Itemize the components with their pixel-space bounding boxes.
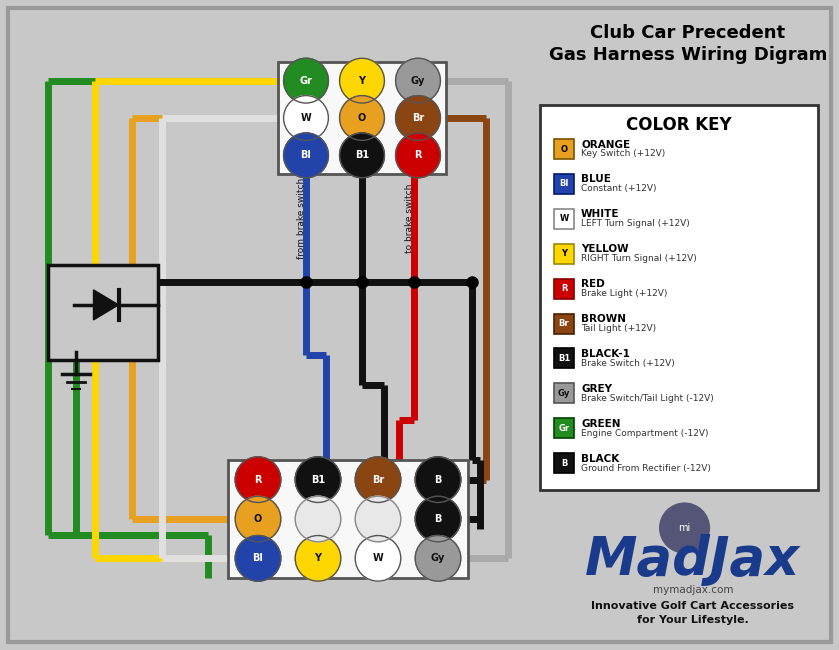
Text: B: B [560, 459, 567, 467]
Text: RIGHT Turn Signal (+12V): RIGHT Turn Signal (+12V) [581, 254, 696, 263]
Circle shape [396, 96, 440, 140]
Text: Tail Light (+12V): Tail Light (+12V) [581, 324, 656, 333]
Circle shape [284, 96, 328, 140]
Circle shape [340, 96, 384, 140]
Circle shape [340, 133, 384, 177]
Circle shape [355, 536, 401, 581]
Text: R: R [254, 474, 262, 485]
Text: Bl: Bl [300, 150, 311, 161]
Text: WHITE: WHITE [581, 209, 619, 220]
Text: BROWN: BROWN [581, 314, 626, 324]
Bar [48, 265, 158, 360]
Text: B1: B1 [311, 474, 325, 485]
Text: GREEN: GREEN [581, 419, 621, 429]
Text: mymadjax.com: mymadjax.com [653, 585, 733, 595]
Circle shape [235, 457, 281, 502]
Text: for Your Lifestyle.: for Your Lifestyle. [637, 615, 748, 625]
Text: Brake Switch/Tail Light (-12V): Brake Switch/Tail Light (-12V) [581, 394, 714, 403]
Text: Gy: Gy [430, 553, 446, 564]
Text: Bl: Bl [560, 179, 569, 188]
Circle shape [235, 536, 281, 581]
Text: Brake Light (+12V): Brake Light (+12V) [581, 289, 667, 298]
Text: Gr: Gr [300, 75, 312, 86]
Polygon shape [93, 290, 118, 320]
Bar [554, 384, 574, 403]
Text: Club Car Precedent: Club Car Precedent [591, 24, 785, 42]
Bar [554, 453, 574, 473]
Text: MadJax: MadJax [586, 534, 800, 586]
Text: Gy: Gy [411, 75, 425, 86]
Circle shape [355, 457, 401, 502]
Text: R: R [414, 150, 422, 161]
Text: LEFT Turn Signal (+12V): LEFT Turn Signal (+12V) [581, 219, 690, 228]
Text: Innovative Golf Cart Accessories: Innovative Golf Cart Accessories [591, 601, 795, 611]
Text: from brake switch: from brake switch [296, 178, 305, 259]
Text: Gr: Gr [559, 424, 570, 433]
Bar [554, 174, 574, 194]
Bar [554, 139, 574, 159]
Text: BLUE: BLUE [581, 174, 611, 185]
Circle shape [235, 496, 281, 542]
Text: COLOR KEY: COLOR KEY [626, 116, 732, 134]
Circle shape [284, 58, 328, 103]
Circle shape [396, 133, 440, 177]
Bar [228, 460, 468, 578]
Circle shape [284, 133, 328, 177]
Bar [554, 209, 574, 229]
Text: Br: Br [412, 113, 425, 123]
Bar [554, 313, 574, 333]
Text: B1: B1 [355, 150, 369, 161]
Text: B: B [435, 474, 441, 485]
Text: Gy: Gy [558, 389, 571, 398]
Text: B1: B1 [558, 354, 571, 363]
Bar [540, 498, 818, 633]
Text: Ground From Rectifier (-12V): Ground From Rectifier (-12V) [581, 463, 711, 473]
Circle shape [295, 457, 341, 502]
Text: W: W [560, 214, 569, 224]
Text: W: W [373, 553, 383, 564]
Text: BLACK-1: BLACK-1 [581, 349, 630, 359]
Text: W: W [300, 113, 311, 123]
Text: Y: Y [358, 75, 366, 86]
Text: Br: Br [372, 474, 384, 485]
Bar [554, 279, 574, 298]
Circle shape [396, 58, 440, 103]
Text: Constant (+12V): Constant (+12V) [581, 185, 656, 194]
Circle shape [415, 496, 461, 542]
Text: BLACK: BLACK [581, 454, 619, 463]
Text: Y: Y [561, 249, 567, 258]
Circle shape [295, 496, 341, 542]
Bar [540, 105, 818, 490]
Text: GREY: GREY [581, 384, 612, 394]
Text: Y: Y [315, 553, 321, 564]
Circle shape [355, 496, 401, 542]
Text: Bl: Bl [253, 553, 263, 564]
Text: R: R [560, 284, 567, 293]
Text: RED: RED [581, 280, 605, 289]
Bar [278, 62, 446, 174]
Text: Engine Compartment (-12V): Engine Compartment (-12V) [581, 429, 708, 437]
Text: to brake switch: to brake switch [404, 184, 414, 254]
Text: Br: Br [559, 319, 570, 328]
Text: O: O [254, 514, 262, 524]
Text: YELLOW: YELLOW [581, 244, 628, 254]
Circle shape [415, 457, 461, 502]
Text: mi: mi [679, 523, 690, 533]
Text: Key Switch (+12V): Key Switch (+12V) [581, 150, 665, 159]
Circle shape [295, 536, 341, 581]
Text: Gas Harness Wiring Digram: Gas Harness Wiring Digram [549, 46, 827, 64]
Circle shape [415, 536, 461, 581]
Text: ORANGE: ORANGE [581, 140, 630, 150]
Bar [554, 418, 574, 438]
Circle shape [340, 58, 384, 103]
Text: O: O [560, 144, 567, 153]
Text: B: B [435, 514, 441, 524]
Bar [554, 244, 574, 264]
Bar [554, 348, 574, 369]
Text: Brake Switch (+12V): Brake Switch (+12V) [581, 359, 675, 368]
Text: O: O [358, 113, 366, 123]
